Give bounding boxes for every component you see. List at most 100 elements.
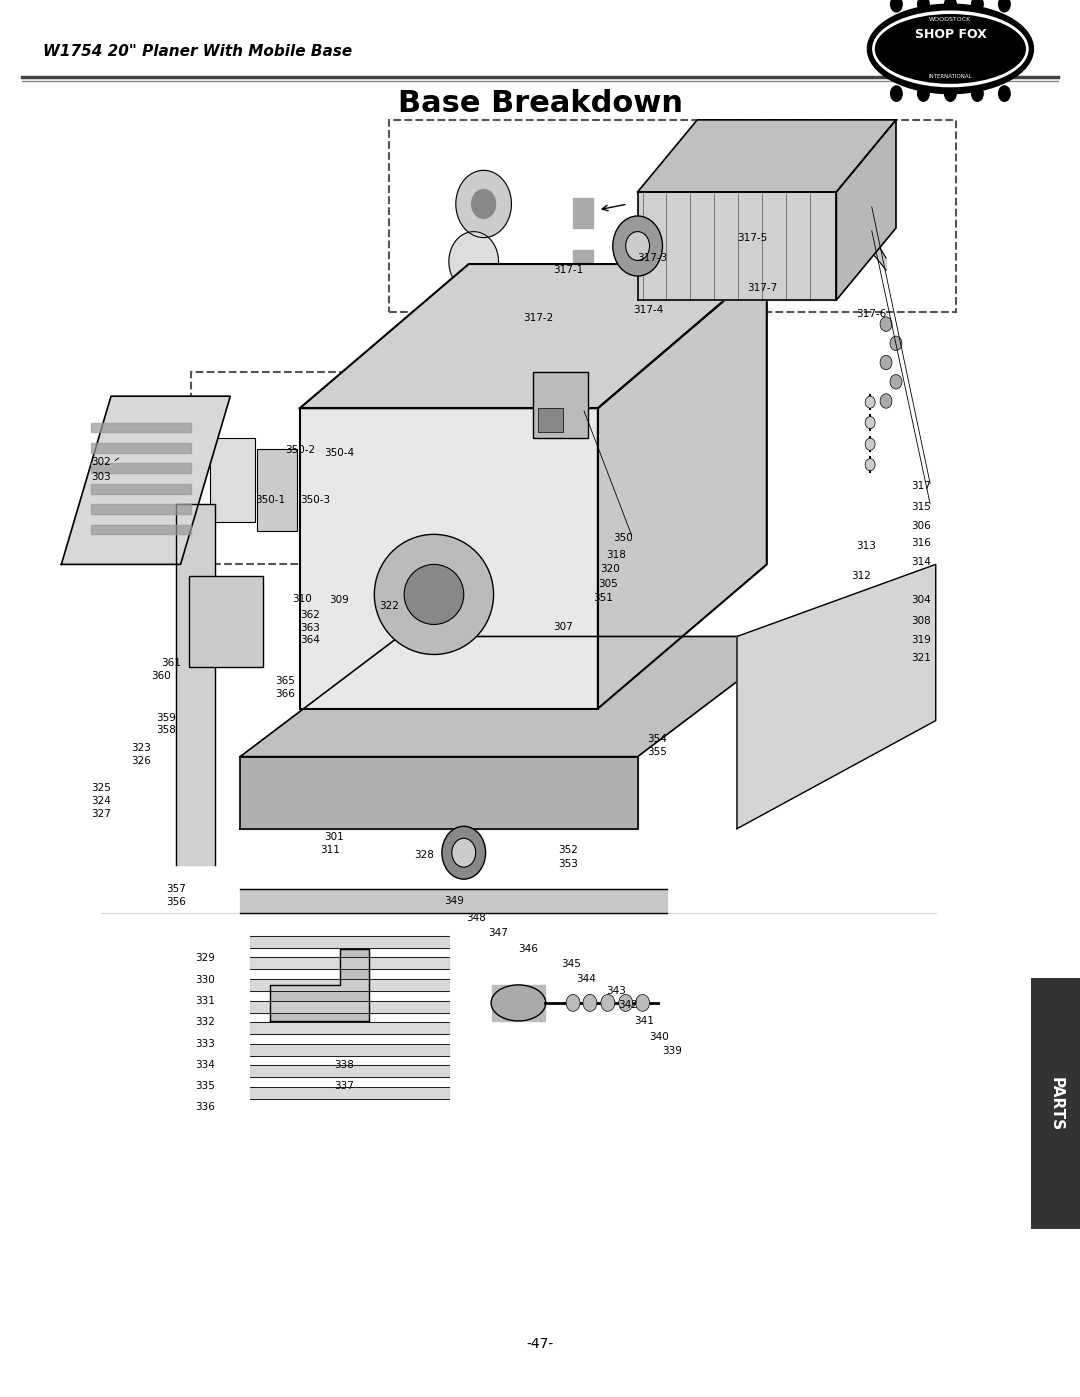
- Circle shape: [865, 458, 875, 471]
- Circle shape: [917, 0, 930, 13]
- Text: 335: 335: [195, 1081, 215, 1091]
- Text: 350-2: 350-2: [285, 446, 315, 455]
- Circle shape: [917, 85, 930, 102]
- Text: -47-: -47-: [526, 1337, 554, 1351]
- Ellipse shape: [866, 4, 1034, 95]
- Text: 361: 361: [161, 658, 180, 668]
- Polygon shape: [449, 232, 499, 292]
- Text: Base Breakdown: Base Breakdown: [397, 89, 683, 117]
- Bar: [211, 439, 255, 522]
- Text: 360: 360: [151, 671, 171, 682]
- Bar: [189, 577, 264, 666]
- Text: 365: 365: [275, 676, 295, 686]
- Text: 317: 317: [910, 482, 931, 492]
- Bar: [538, 408, 563, 432]
- Text: 331: 331: [195, 996, 215, 1006]
- Text: 351: 351: [593, 594, 612, 604]
- Text: 350-1: 350-1: [255, 495, 285, 504]
- Circle shape: [971, 85, 984, 102]
- Text: 352: 352: [558, 845, 578, 855]
- Text: 340: 340: [649, 1031, 670, 1042]
- Text: 322: 322: [379, 602, 400, 612]
- Text: 303: 303: [91, 472, 111, 482]
- Text: 358: 358: [156, 725, 176, 735]
- Text: 328: 328: [414, 851, 434, 861]
- Text: 317-2: 317-2: [524, 313, 554, 323]
- Text: 316: 316: [910, 538, 931, 548]
- Circle shape: [865, 439, 875, 450]
- Polygon shape: [836, 120, 896, 300]
- Text: 339: 339: [662, 1046, 683, 1056]
- Polygon shape: [472, 190, 496, 218]
- Text: W1754 20" Planer With Mobile Base: W1754 20" Planer With Mobile Base: [43, 45, 352, 59]
- Text: INTERNATIONAL: INTERNATIONAL: [929, 74, 972, 80]
- FancyBboxPatch shape: [190, 372, 449, 564]
- Text: PARTS: PARTS: [1049, 1077, 1063, 1130]
- Circle shape: [865, 416, 875, 429]
- Polygon shape: [737, 564, 935, 828]
- Text: 343: 343: [606, 986, 625, 996]
- Text: 346: 346: [518, 944, 538, 954]
- Circle shape: [636, 995, 649, 1011]
- Text: 364: 364: [300, 636, 320, 645]
- Text: 350-4: 350-4: [325, 447, 354, 458]
- Circle shape: [944, 85, 957, 102]
- Text: 319: 319: [910, 636, 931, 645]
- Text: 323: 323: [131, 743, 151, 753]
- Circle shape: [998, 0, 1011, 13]
- Text: 329: 329: [195, 954, 215, 964]
- Text: 321: 321: [910, 654, 931, 664]
- Polygon shape: [637, 120, 896, 191]
- Polygon shape: [300, 408, 598, 708]
- Text: 310: 310: [292, 594, 312, 605]
- Text: 359: 359: [156, 714, 176, 724]
- Text: 350: 350: [612, 534, 633, 543]
- Text: SHOP FOX: SHOP FOX: [915, 28, 986, 42]
- Text: 307: 307: [553, 622, 572, 631]
- Polygon shape: [598, 264, 767, 708]
- Text: 325: 325: [91, 782, 111, 793]
- Text: 336: 336: [195, 1102, 215, 1112]
- Text: 333: 333: [195, 1039, 215, 1049]
- Circle shape: [583, 995, 597, 1011]
- Circle shape: [944, 0, 957, 13]
- Polygon shape: [62, 397, 230, 564]
- Text: 344: 344: [576, 974, 596, 983]
- Circle shape: [705, 240, 729, 268]
- Circle shape: [612, 217, 662, 277]
- Text: 347: 347: [488, 928, 509, 939]
- Text: 327: 327: [91, 809, 111, 819]
- Polygon shape: [240, 757, 637, 828]
- Bar: [257, 448, 297, 531]
- Circle shape: [998, 85, 1011, 102]
- Circle shape: [971, 0, 984, 13]
- Ellipse shape: [404, 564, 463, 624]
- Text: 313: 313: [856, 542, 876, 552]
- Text: 317-4: 317-4: [633, 305, 663, 314]
- Ellipse shape: [873, 11, 1029, 87]
- Text: 338: 338: [335, 1060, 354, 1070]
- Circle shape: [600, 995, 615, 1011]
- Text: 355: 355: [648, 747, 667, 757]
- Text: 357: 357: [165, 884, 186, 894]
- Text: 317-6: 317-6: [856, 310, 887, 320]
- Text: 301: 301: [325, 833, 345, 842]
- Circle shape: [890, 337, 902, 351]
- Text: 366: 366: [275, 689, 295, 698]
- Circle shape: [619, 995, 633, 1011]
- Text: 318: 318: [606, 550, 625, 560]
- Text: 317-5: 317-5: [737, 233, 767, 243]
- Text: 304: 304: [910, 595, 931, 605]
- Bar: [305, 423, 342, 510]
- Polygon shape: [240, 637, 797, 757]
- Text: 349: 349: [444, 895, 463, 905]
- Circle shape: [890, 0, 903, 13]
- Text: 332: 332: [195, 1017, 215, 1027]
- Circle shape: [451, 838, 475, 868]
- Text: 317-1: 317-1: [553, 265, 583, 275]
- Polygon shape: [300, 264, 767, 408]
- Polygon shape: [270, 949, 369, 1021]
- Circle shape: [890, 85, 903, 102]
- Text: 341: 341: [635, 1016, 654, 1025]
- Text: 312: 312: [851, 571, 872, 581]
